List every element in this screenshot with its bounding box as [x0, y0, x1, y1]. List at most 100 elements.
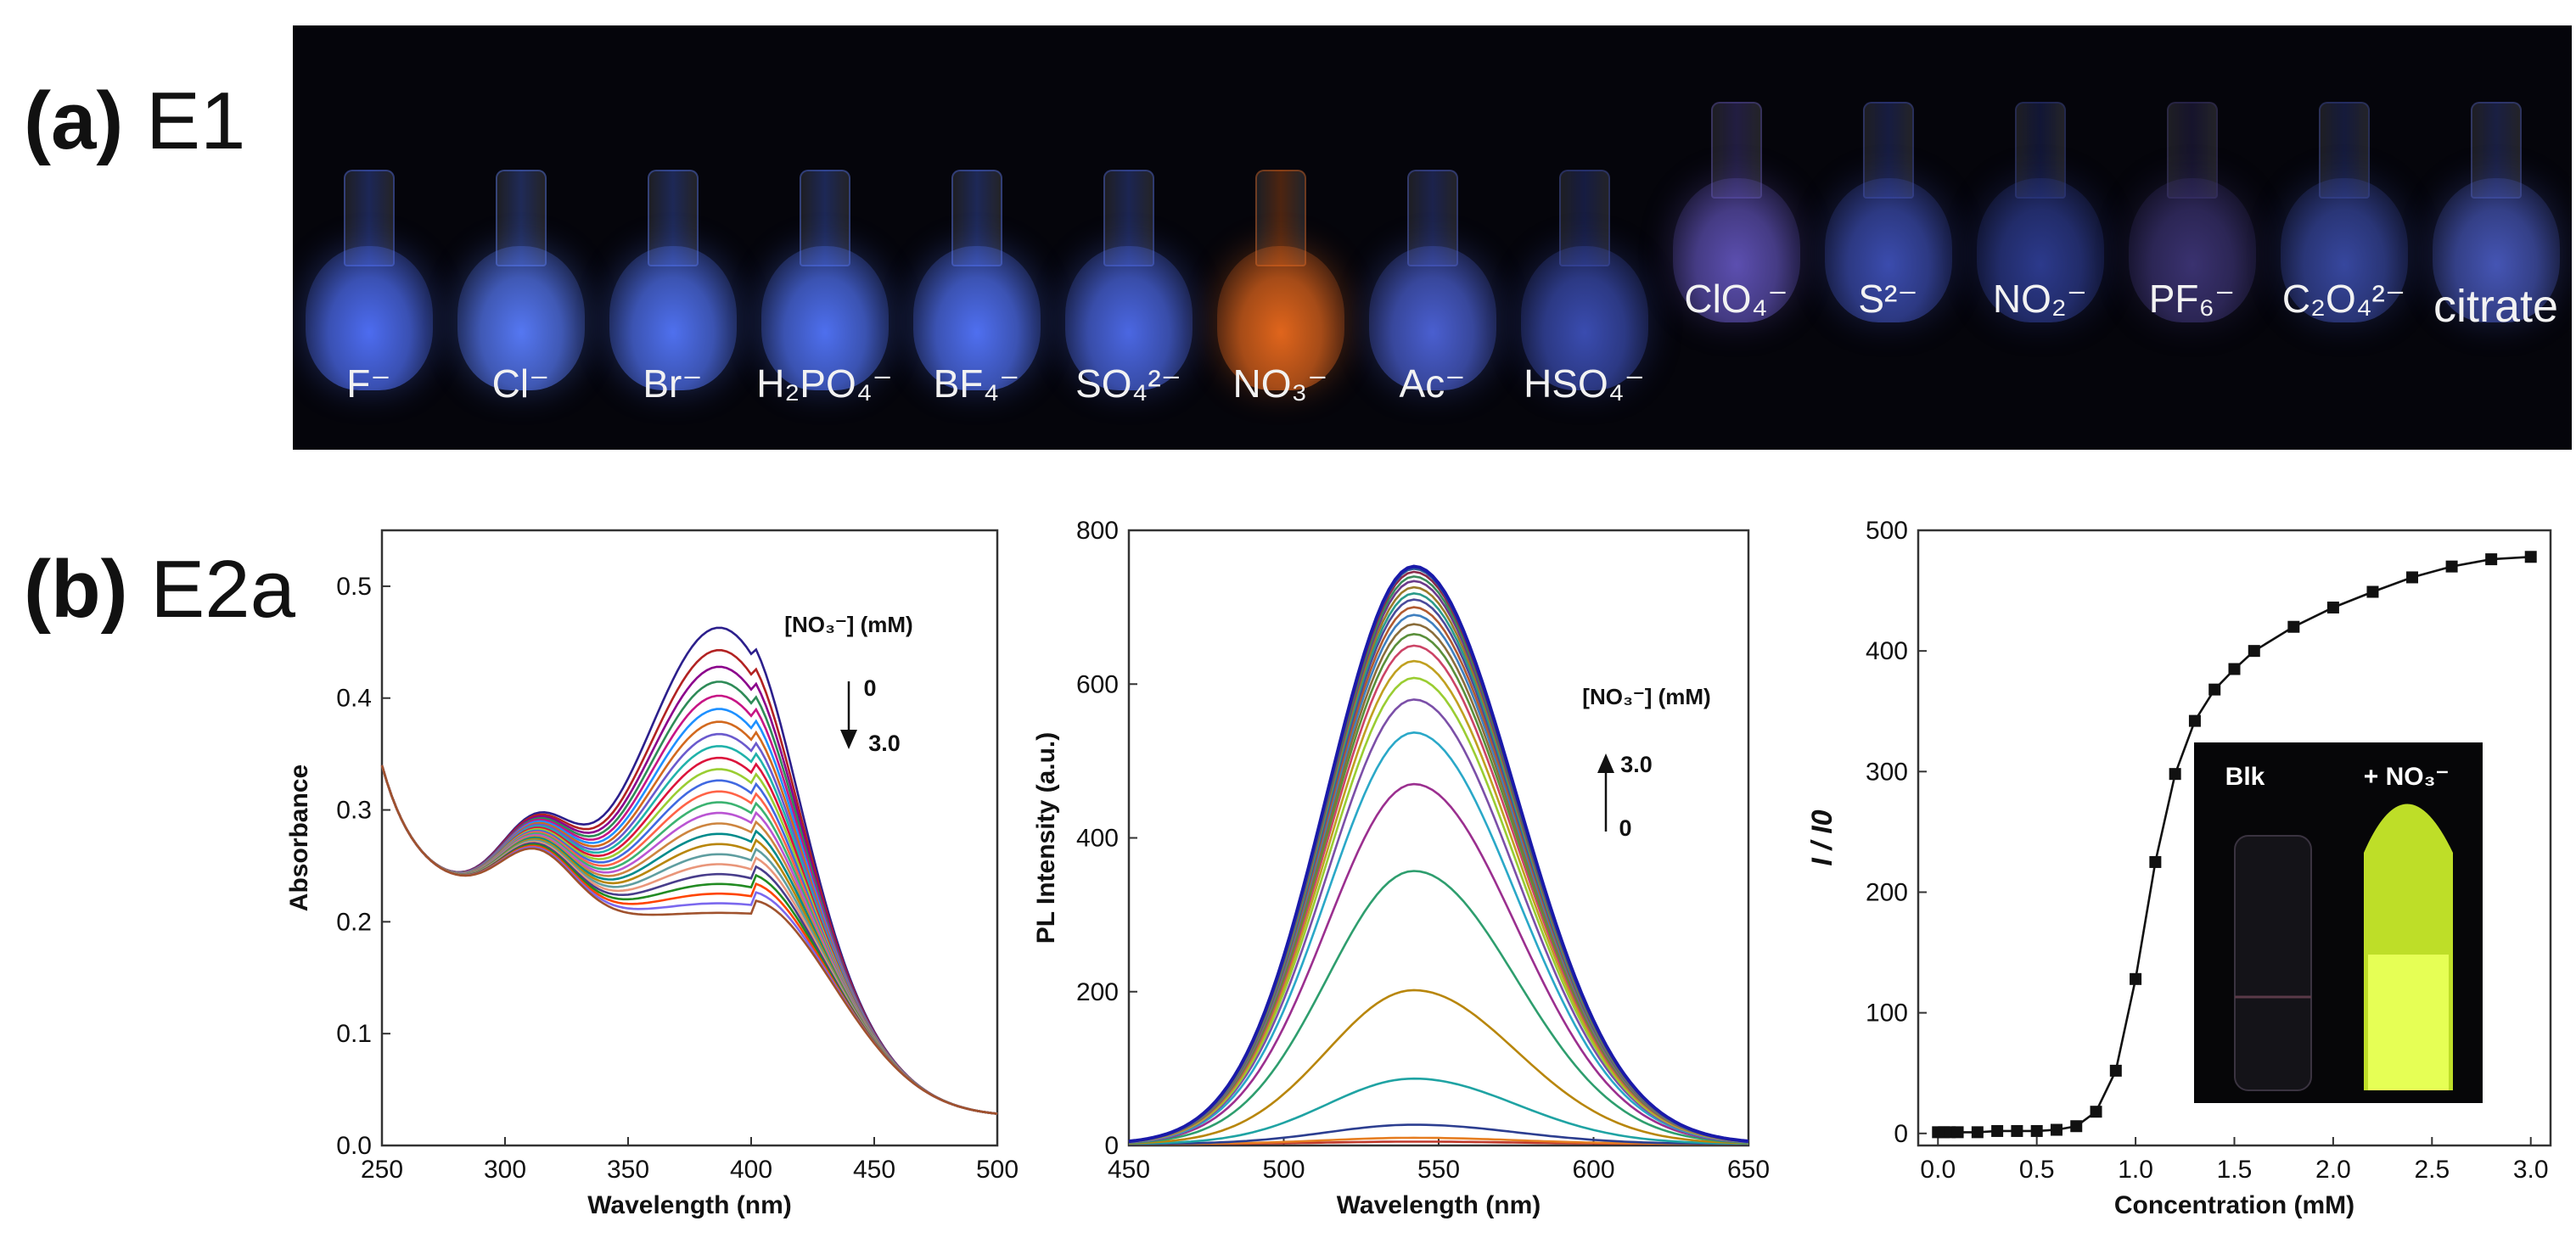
panel-b-name: E2a: [150, 544, 296, 635]
ratio-point-19: [2287, 620, 2300, 633]
absorbance-series-22: [380, 765, 998, 1115]
y-tick-label: 0.1: [336, 1020, 372, 1048]
absorbance-series-10: [380, 765, 998, 1115]
ion-label-2: Br⁻: [643, 361, 703, 406]
x-tick-label: 450: [853, 1156, 895, 1184]
ratio-point-15: [2188, 714, 2201, 727]
ratio-point-3: [1951, 1126, 1964, 1139]
ratio-point-25: [2524, 551, 2537, 563]
ion-label-5: SO₄²⁻: [1075, 361, 1181, 406]
x-axis-label: Wavelength (nm): [1337, 1191, 1541, 1219]
y-tick-label: 300: [1866, 758, 1908, 786]
flask-3: [760, 170, 889, 390]
ion-label-1: Cl⁻: [491, 361, 550, 406]
x-tick-label: 0.0: [1920, 1156, 1956, 1184]
y-axis-label: PL Intensity (a.u.): [1032, 732, 1060, 944]
x-tick-label: 2.5: [2414, 1156, 2450, 1184]
ion-label-10: S²⁻: [1858, 277, 1918, 321]
pl-series-5: [1128, 870, 1749, 1144]
ratio-point-18: [2248, 645, 2260, 658]
x-tick-label: 0.5: [2019, 1156, 2055, 1184]
pl-series-6: [1128, 782, 1749, 1144]
pl-series-group: [1128, 564, 1749, 1145]
x-axis-label: Concentration (mM): [2114, 1191, 2354, 1219]
pl-series-16: [1128, 598, 1749, 1143]
pl-series-9: [1128, 676, 1749, 1143]
x-tick-label: 550: [1417, 1156, 1460, 1184]
pl-series-3: [1128, 1077, 1749, 1145]
x-tick-label: 250: [361, 1156, 403, 1184]
ion-label-6: NO₃⁻: [1232, 361, 1328, 406]
ratio-point-24: [2485, 553, 2498, 566]
flask-4: [912, 170, 1041, 390]
y-tick-label: 600: [1076, 670, 1119, 698]
y-tick-label: 800: [1076, 517, 1119, 545]
flask-13: [2280, 102, 2408, 322]
ion-label-11: NO₂⁻: [1992, 277, 2088, 321]
x-tick-label: 3.0: [2513, 1156, 2549, 1184]
inset-sample-label: + NO₃⁻: [2364, 763, 2450, 791]
y-tick-label: 0.2: [336, 908, 372, 936]
ion-label-0: F⁻: [346, 361, 391, 406]
ratio-point-10: [2090, 1106, 2102, 1118]
pl-series-21: [1128, 570, 1749, 1143]
pl-series-2: [1129, 1123, 1748, 1145]
arrow-start-label: 0: [1619, 815, 1631, 841]
ratio-point-11: [2109, 1064, 2122, 1077]
ratio-point-21: [2366, 585, 2379, 598]
pl-series-23: [1128, 564, 1749, 1144]
ion-label-8: HSO₄⁻: [1524, 361, 1645, 406]
flask-5: [1064, 170, 1193, 390]
y-tick-label: 400: [1866, 637, 1908, 665]
flask-1: [457, 170, 585, 390]
ratio-point-20: [2326, 601, 2339, 613]
intensity-ratio-chart: 0.0 0.5 1.0 1.5 2.0 2.5 3.0 0 100 200 300 400 500 Con…: [1806, 517, 2552, 1219]
legend-title: [NO₃⁻] (mM): [1582, 684, 1710, 709]
y-tick-label: 0: [1104, 1132, 1119, 1160]
sample-glow: [2368, 955, 2449, 1090]
flask-14: [2432, 102, 2560, 322]
x-tick-label: 600: [1572, 1156, 1614, 1184]
ratio-point-5: [1991, 1124, 2004, 1137]
flask-photo: F⁻ Cl⁻ Br⁻ H₂PO₄⁻ BF₄⁻ SO₄²⁻ NO₃⁻ Ac⁻ HSO₄⁻ ClO₄⁻…: [293, 25, 2572, 450]
absorbance-series-17: [380, 765, 998, 1115]
plot-frame: [380, 529, 999, 1147]
pl-series-22: [1128, 567, 1749, 1143]
absorbance-series-24: [380, 765, 998, 1115]
pl-series-7: [1128, 731, 1749, 1144]
y-tick-label: 0: [1894, 1120, 1908, 1148]
pl-series-19: [1128, 580, 1749, 1143]
flask-9: [1672, 102, 1800, 322]
absorbance-series-16: [380, 765, 998, 1115]
arrow-end-label: 3.0: [868, 731, 901, 756]
x-tick-label: 400: [730, 1156, 772, 1184]
flask-10: [1824, 102, 1952, 322]
absorbance-series-3: [380, 681, 998, 1115]
flask-11: [1976, 102, 2104, 322]
absorbance-series-1: [380, 649, 998, 1115]
pl-intensity-chart: 450 500 550 600 650 0 200 400 600 800 Wavelength (…: [1032, 517, 1770, 1219]
ratio-point-17: [2228, 663, 2241, 675]
y-tick-label: 0.0: [336, 1132, 372, 1160]
absorbance-chart: 250 300 350 400 450 500 0.0 0.1 0.2 0.3 0.4 0.5 Wave…: [285, 529, 1019, 1219]
x-tick-label: 450: [1108, 1156, 1150, 1184]
pl-series-12: [1128, 632, 1749, 1143]
flask-8: [1520, 170, 1648, 390]
ratio-point-13: [2149, 855, 2162, 868]
flask-0: [305, 170, 433, 390]
ratio-point-16: [2208, 683, 2221, 696]
flask-6: [1216, 170, 1344, 390]
x-axis-label: Wavelength (nm): [587, 1191, 792, 1219]
y-axis-label: Absorbance: [285, 765, 313, 911]
ion-label-12: PF₆⁻: [2148, 277, 2236, 321]
ratio-point-8: [2050, 1123, 2062, 1136]
ion-label-4: BF₄⁻: [933, 361, 1020, 406]
x-tick-label: 500: [976, 1156, 1019, 1184]
absorbance-series-23: [380, 765, 998, 1115]
absorbance-series-group: [380, 626, 998, 1115]
absorbance-series-12: [380, 765, 998, 1115]
panel-a-label: (a) E1: [24, 75, 245, 168]
panel-a-letter: (a): [24, 76, 124, 166]
ion-label-9: ClO₄⁻: [1684, 277, 1788, 321]
x-tick-label: 1.5: [2217, 1156, 2253, 1184]
